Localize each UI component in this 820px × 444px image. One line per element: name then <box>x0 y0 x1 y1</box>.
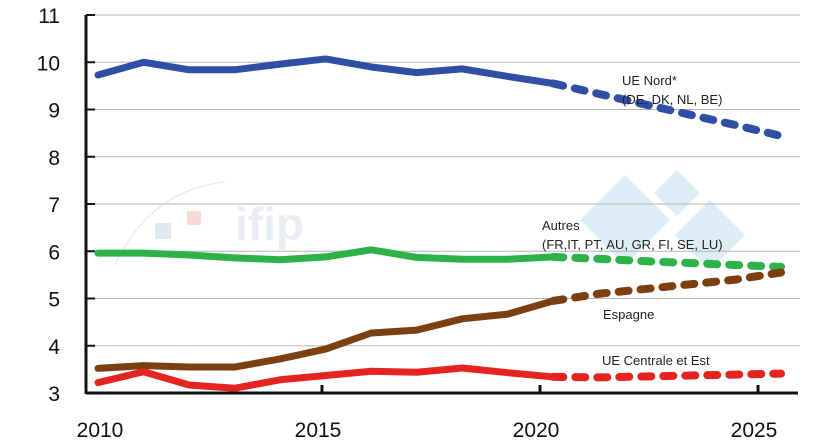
x-tick-label: 2025 <box>731 419 778 442</box>
series-line-forecast-2 <box>549 268 785 305</box>
series-lines <box>94 55 785 392</box>
y-tick-label: 6 <box>48 241 60 264</box>
watermark-square <box>155 223 171 239</box>
sublabel-autres: (FR,IT, PT, AU, GR, FI, SE, LU) <box>542 237 723 252</box>
x-tick-label: 2020 <box>513 419 560 442</box>
y-tick-label: 3 <box>48 383 60 406</box>
watermark-arc <box>114 181 226 266</box>
y-tick-label: 4 <box>48 336 60 359</box>
sublabel-ue-nord: (DE, DK, NL, BE) <box>622 92 722 107</box>
x-tick-label: 2015 <box>295 419 342 442</box>
x-tick-label: 2010 <box>77 419 124 442</box>
series-line-actual-0 <box>94 55 557 88</box>
y-tick-label: 10 <box>37 52 60 75</box>
label-autres: Autres <box>542 218 580 233</box>
label-ue-centrale: UE Centrale et Est <box>602 353 710 368</box>
series-line-actual-1 <box>94 246 557 264</box>
label-ue-nord: UE Nord* <box>622 73 677 88</box>
y-tick-label: 9 <box>48 100 60 123</box>
series-line-actual-3 <box>94 364 557 392</box>
series-line-forecast-1 <box>549 252 785 271</box>
y-tick-label: 5 <box>48 289 60 312</box>
axes: 3 4 5 6 7 8 9 10 11 2010 2015 2020 2025 <box>37 5 798 442</box>
series-line-forecast-3 <box>549 369 785 382</box>
grid <box>86 14 800 347</box>
label-espagne: Espagne <box>603 307 654 322</box>
series-labels: UE Nord* (DE, DK, NL, BE) Autres (FR,IT,… <box>542 73 723 368</box>
series-line-actual-2 <box>94 297 557 372</box>
y-tick-label: 8 <box>48 147 60 170</box>
watermark-square <box>187 211 201 225</box>
watermark-logo: ifip <box>235 198 304 250</box>
y-tick-label: 11 <box>38 5 60 28</box>
y-tick-label: 7 <box>48 194 60 217</box>
series-line-forecast-0 <box>549 79 785 140</box>
watermark-333 <box>580 170 745 270</box>
